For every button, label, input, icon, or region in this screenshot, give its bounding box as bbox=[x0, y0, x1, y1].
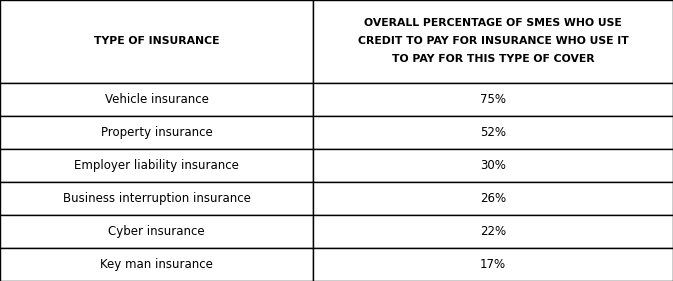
Text: Business interruption insurance: Business interruption insurance bbox=[63, 192, 250, 205]
Text: Key man insurance: Key man insurance bbox=[100, 258, 213, 271]
Text: Cyber insurance: Cyber insurance bbox=[108, 225, 205, 238]
Bar bbox=[313, 149, 673, 182]
Bar bbox=[0, 182, 313, 215]
Text: 22%: 22% bbox=[480, 225, 506, 238]
Text: 52%: 52% bbox=[480, 126, 506, 139]
Text: 30%: 30% bbox=[480, 159, 506, 172]
Bar bbox=[0, 116, 313, 149]
Bar bbox=[313, 0, 673, 83]
Bar bbox=[0, 215, 313, 248]
Text: 26%: 26% bbox=[480, 192, 506, 205]
Text: OVERALL PERCENTAGE OF SMES WHO USE
CREDIT TO PAY FOR INSURANCE WHO USE IT
TO PAY: OVERALL PERCENTAGE OF SMES WHO USE CREDI… bbox=[357, 19, 629, 64]
Text: Vehicle insurance: Vehicle insurance bbox=[104, 93, 209, 106]
Bar bbox=[313, 182, 673, 215]
Bar bbox=[0, 83, 313, 116]
Bar bbox=[0, 0, 313, 83]
Bar bbox=[313, 116, 673, 149]
Bar bbox=[0, 248, 313, 281]
Text: 17%: 17% bbox=[480, 258, 506, 271]
Bar bbox=[313, 215, 673, 248]
Bar bbox=[313, 248, 673, 281]
Bar bbox=[313, 83, 673, 116]
Bar bbox=[0, 149, 313, 182]
Text: 75%: 75% bbox=[480, 93, 506, 106]
Text: TYPE OF INSURANCE: TYPE OF INSURANCE bbox=[94, 37, 219, 46]
Text: Property insurance: Property insurance bbox=[100, 126, 213, 139]
Text: Employer liability insurance: Employer liability insurance bbox=[74, 159, 239, 172]
